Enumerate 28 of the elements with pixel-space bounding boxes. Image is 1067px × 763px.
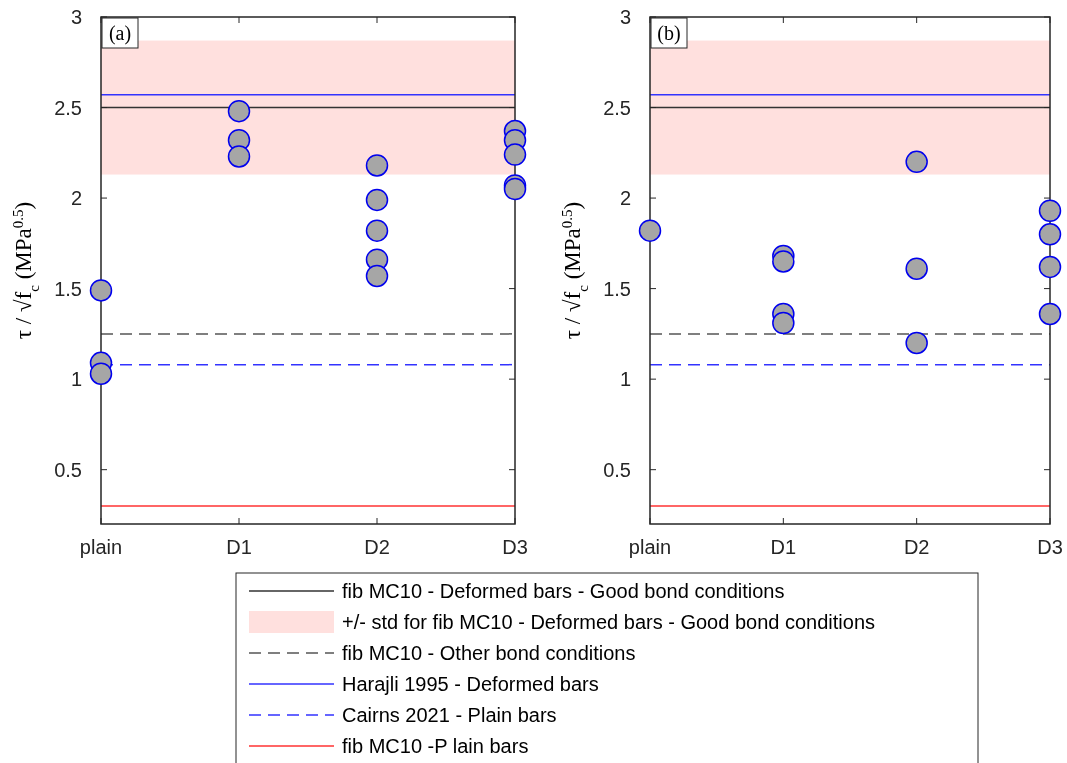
- legend-label: fib MC10 - Other bond conditions: [342, 642, 636, 664]
- y-tick-label: 1: [619, 368, 631, 391]
- y-tick-label: 2.5: [603, 96, 631, 119]
- x-tick-label: D3: [1037, 536, 1063, 558]
- legend-label: fib MC10 - Deformed bars - Good bond conditions: [342, 580, 785, 602]
- y-tick-label: 2: [70, 187, 82, 210]
- y-tick-label: 1.5: [54, 277, 82, 300]
- legend-label: Cairns 2021 - Plain bars: [342, 704, 557, 726]
- chart-title: (a): [108, 22, 132, 45]
- y-tick-label: 0.5: [54, 458, 82, 481]
- x-tick-label: D3: [502, 536, 528, 558]
- x-tick-label: D2: [903, 536, 930, 558]
- y-tick-label: 1.5: [603, 277, 631, 300]
- chart-title: (b): [657, 22, 681, 45]
- y-tick-label: 2: [619, 187, 631, 210]
- legend-label: +/- std for fib MC10 - Deformed bars - Good bond conditions: [342, 611, 876, 633]
- x-tick-label: D1: [226, 536, 252, 558]
- legend-label: fib MC10 -P lain bars: [342, 735, 529, 757]
- y-tick-label: 2.5: [54, 96, 82, 119]
- y-tick-label: 0.5: [603, 458, 631, 481]
- y-tick-label: 3: [70, 6, 82, 28]
- legend-label: Harajli 1995 - Deformed bars: [342, 673, 599, 695]
- y-tick-label: 1: [70, 368, 82, 391]
- x-tick-label: D1: [770, 536, 797, 558]
- y-tick-label: 3: [619, 6, 631, 28]
- x-tick-label: plain: [628, 536, 672, 558]
- x-tick-label: D2: [364, 536, 390, 558]
- x-tick-label: plain: [79, 536, 123, 558]
